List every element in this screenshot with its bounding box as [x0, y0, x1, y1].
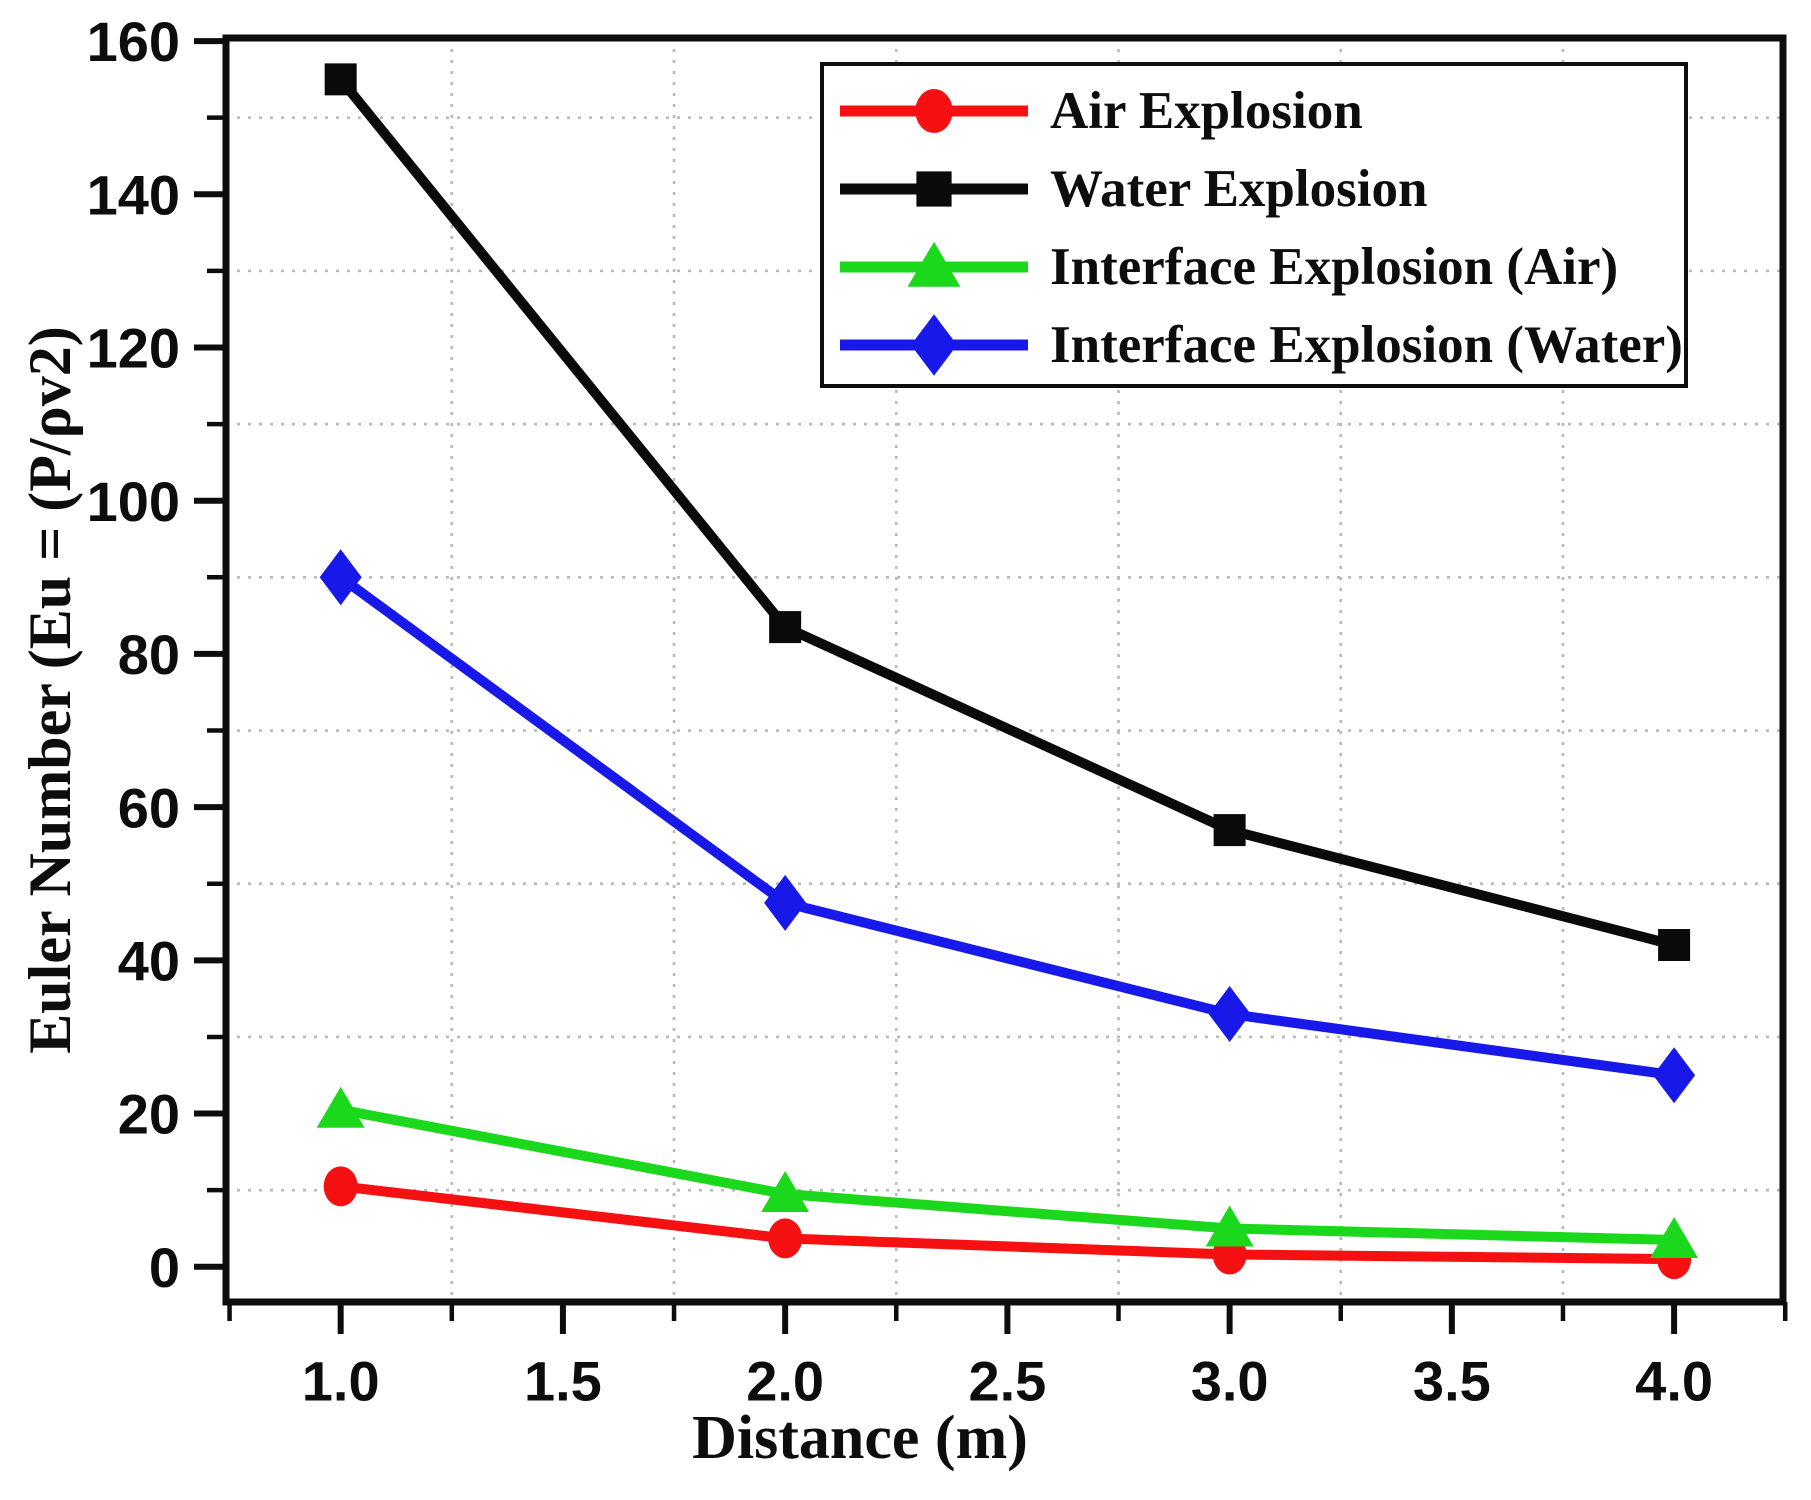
- y-tick-label: 140: [87, 163, 180, 226]
- series-line: [335, 1104, 1680, 1245]
- x-tick-label: 3.0: [1191, 1349, 1269, 1412]
- tick-labels: 1.0 1.5 2.0 2.5 3.0 3.5 4.0 0 20 40 60 80 100 120 140 1…: [87, 10, 1713, 1412]
- data-series: [316, 63, 1699, 1280]
- x-tick-label: 1.0: [302, 1349, 380, 1412]
- legend-label: Water Explosion: [1050, 160, 1428, 218]
- x-tick-label: 1.5: [524, 1349, 602, 1412]
- circle-data-marker: [768, 1218, 803, 1259]
- series-interface-explosion-air: [316, 1086, 1699, 1258]
- square-data-marker: [769, 611, 802, 644]
- x-tick-label: 4.0: [1635, 1349, 1713, 1412]
- diamond-data-marker: [1653, 1047, 1696, 1104]
- series-line: [335, 1181, 1680, 1265]
- x-axis-title: Distance (m): [692, 1404, 1028, 1472]
- series-water-explosion: [324, 63, 1691, 962]
- x-tick-label: 3.5: [1413, 1349, 1491, 1412]
- y-tick-label: 80: [118, 623, 180, 686]
- legend-label: Interface Explosion (Air): [1050, 238, 1619, 296]
- square-marker-icon: [840, 171, 1028, 207]
- y-tick-label: 40: [118, 929, 180, 992]
- y-tick-label: 60: [118, 776, 180, 839]
- circle-data-marker: [323, 1166, 358, 1207]
- diamond-marker-icon: [840, 314, 1028, 376]
- triangle-legend-marker: [907, 241, 961, 287]
- legend-item-interface-explosion-water: Interface Explosion (Water): [834, 306, 1683, 384]
- x-tick-label: 2.0: [746, 1349, 824, 1412]
- diamond-data-marker: [1208, 985, 1251, 1042]
- triangle-data-marker: [761, 1170, 810, 1212]
- triangle-data-marker: [316, 1086, 365, 1128]
- square-data-marker: [1213, 814, 1246, 847]
- series-interface-explosion-water: [319, 549, 1696, 1104]
- series-line: [335, 572, 1680, 1081]
- x-tick-label: 2.5: [968, 1349, 1046, 1412]
- legend-label: Interface Explosion (Water): [1050, 316, 1683, 374]
- diamond-data-marker: [319, 549, 362, 606]
- y-tick-label: 120: [87, 317, 180, 380]
- triangle-data-marker: [1650, 1216, 1699, 1258]
- series-line: [335, 74, 1680, 951]
- diamond-data-marker: [764, 874, 807, 931]
- legend: Air Explosion Water Explosion Interface …: [820, 62, 1688, 388]
- diamond-legend-marker: [910, 314, 958, 376]
- square-data-marker: [324, 63, 357, 96]
- y-tick-label: 160: [87, 10, 180, 73]
- legend-item-air-explosion: Air Explosion: [834, 72, 1680, 150]
- triangle-data-marker: [1205, 1205, 1254, 1247]
- legend-item-interface-explosion-air: Interface Explosion (Air): [834, 228, 1680, 306]
- triangle-marker-icon: [840, 241, 1028, 287]
- square-data-marker: [1658, 929, 1691, 962]
- y-axis-title: Euler Number (Eu = (P/ρv2): [17, 326, 83, 1054]
- circle-legend-marker: [915, 89, 953, 133]
- y-tick-label: 20: [118, 1083, 180, 1146]
- circle-marker-icon: [840, 89, 1028, 133]
- legend-item-water-explosion: Water Explosion: [834, 150, 1680, 228]
- y-tick-label: 0: [149, 1236, 180, 1299]
- series-air-explosion: [323, 1166, 1692, 1280]
- square-legend-marker: [916, 171, 952, 207]
- legend-label: Air Explosion: [1050, 82, 1363, 140]
- y-tick-label: 100: [87, 470, 180, 533]
- plot-frame: [222, 34, 1787, 1306]
